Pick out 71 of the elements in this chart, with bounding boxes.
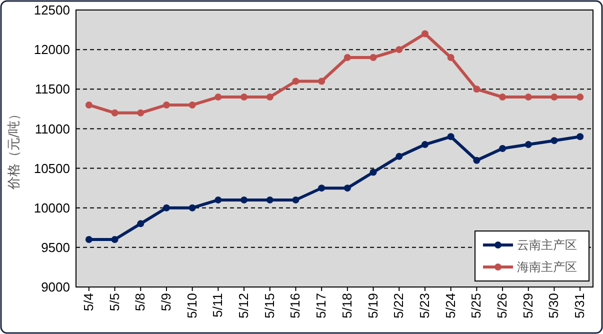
point xyxy=(396,152,403,160)
y-tick-label: 11000 xyxy=(34,121,70,136)
point xyxy=(524,141,532,148)
point xyxy=(214,196,222,204)
x-tick-label: 5/29 xyxy=(520,293,536,318)
point xyxy=(576,133,584,140)
x-tick-label: 5/18 xyxy=(339,293,354,318)
point xyxy=(421,30,428,38)
x-tick-label: 5/22 xyxy=(391,293,406,318)
point xyxy=(473,86,480,93)
x-tick-label: 5/30 xyxy=(546,293,562,318)
point xyxy=(292,196,300,204)
y-tick-label: 12000 xyxy=(34,42,70,58)
x-tick-label: 5/8 xyxy=(132,293,148,312)
point xyxy=(266,196,274,204)
x-tick-label: 5/15 xyxy=(262,293,277,318)
point xyxy=(111,109,118,116)
point xyxy=(550,137,558,144)
y-tick-label: 11500 xyxy=(34,82,70,97)
y-tick-label: 10000 xyxy=(34,200,70,216)
point xyxy=(188,204,196,212)
point xyxy=(421,141,428,148)
point xyxy=(370,54,377,61)
x-tick-label: 5/23 xyxy=(416,293,432,318)
y-tick-label: 10500 xyxy=(34,160,70,176)
point xyxy=(240,196,248,204)
point xyxy=(344,54,351,61)
point xyxy=(214,94,222,101)
x-tick-label: 5/10 xyxy=(184,293,200,318)
point xyxy=(370,168,377,176)
point xyxy=(85,236,92,244)
y-tick-label: 9500 xyxy=(41,240,70,255)
x-tick-label: 5/5 xyxy=(106,293,122,312)
point xyxy=(396,46,403,54)
point xyxy=(318,78,326,85)
x-tick-label: 5/19 xyxy=(365,293,380,318)
point xyxy=(111,236,118,244)
point xyxy=(85,101,92,108)
point xyxy=(188,101,196,108)
x-tick-label: 5/16 xyxy=(288,293,303,318)
point xyxy=(137,220,144,228)
x-tick-label: 5/11 xyxy=(210,293,226,318)
point xyxy=(576,94,584,101)
point xyxy=(550,94,558,101)
point xyxy=(447,54,454,61)
x-tick-label: 5/9 xyxy=(158,293,174,312)
x-tick-label: 5/26 xyxy=(494,293,510,318)
x-tick-label: 5/17 xyxy=(314,293,329,318)
y-axis-title: 价格（元/吨） xyxy=(7,107,22,191)
point xyxy=(524,94,532,101)
legend-label: 云南主产区 xyxy=(517,238,577,252)
y-tick-label: 12500 xyxy=(34,2,70,18)
point xyxy=(162,204,170,212)
point xyxy=(473,156,480,164)
point xyxy=(292,78,300,85)
point xyxy=(162,101,170,108)
x-tick-label: 5/31 xyxy=(572,293,588,318)
point xyxy=(318,184,326,192)
point xyxy=(499,94,506,101)
y-tick-label: 9000 xyxy=(41,280,70,295)
x-tick-label: 5/24 xyxy=(442,293,458,318)
point xyxy=(344,184,351,192)
point xyxy=(499,145,506,152)
point xyxy=(137,109,144,116)
point xyxy=(447,133,454,140)
point xyxy=(266,94,274,101)
point xyxy=(240,94,248,101)
x-tick-label: 5/4 xyxy=(80,293,96,312)
x-tick-label: 5/12 xyxy=(236,293,252,318)
x-tick-label: 5/25 xyxy=(468,293,484,318)
legend-label: 海南主产区 xyxy=(517,260,577,274)
